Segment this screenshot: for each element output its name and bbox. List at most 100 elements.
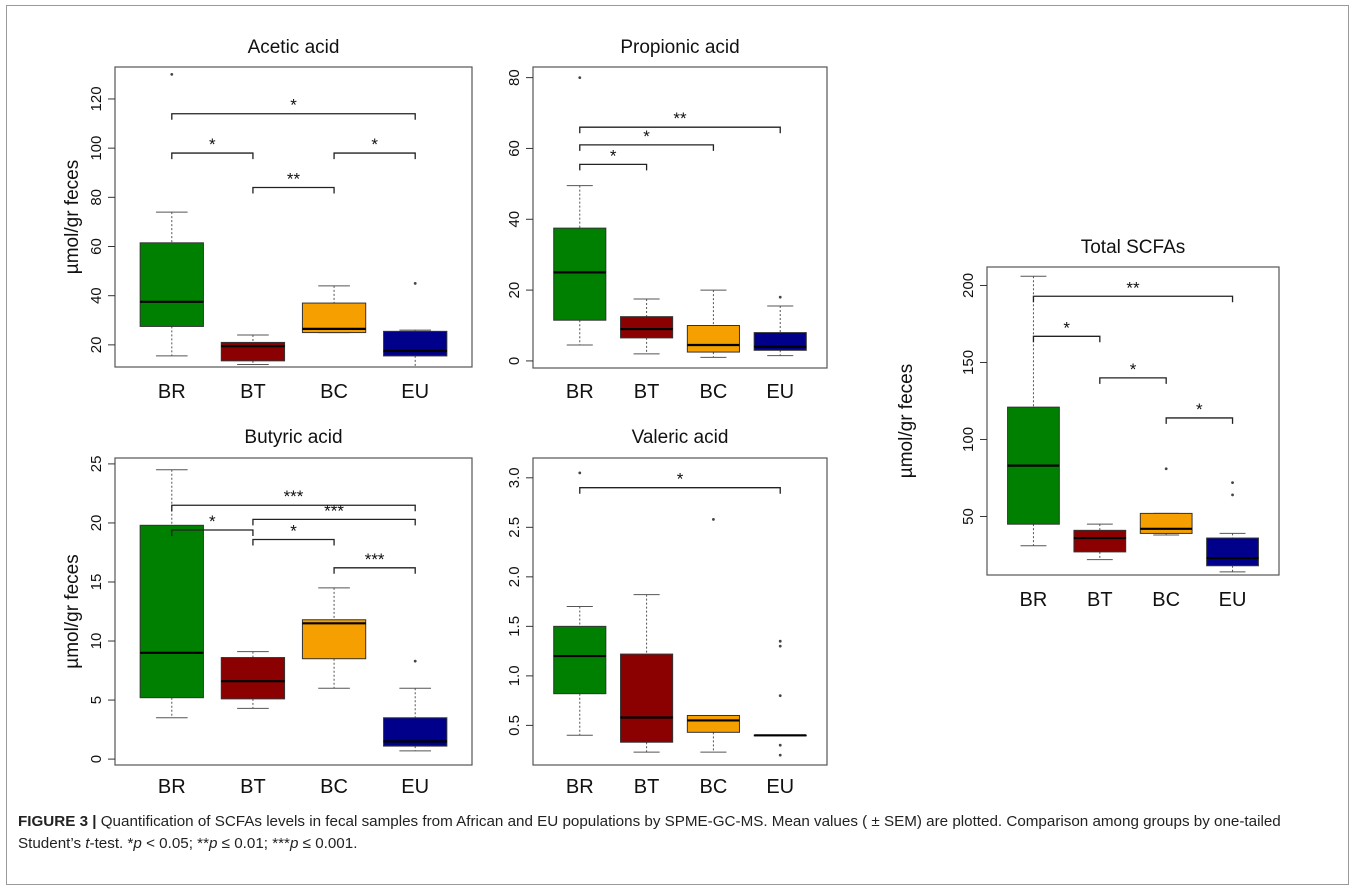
- bracket-line: [333, 567, 416, 574]
- significance-bracket: *: [333, 135, 416, 160]
- bracket-line: [171, 113, 416, 120]
- x-category-label: EU: [401, 776, 429, 798]
- significance-bracket: ***: [252, 501, 416, 526]
- plot-frame: [114, 66, 473, 368]
- bracket-line: [1032, 295, 1234, 303]
- y-axis-label: µmol/gr feces: [62, 160, 83, 274]
- plot-frame: [986, 266, 1280, 576]
- significance-label: *: [1063, 318, 1070, 337]
- x-category-label: BT: [240, 381, 266, 403]
- significance-label: *: [1130, 360, 1137, 379]
- x-category-label: BR: [566, 776, 594, 798]
- y-tick-label: 15: [88, 574, 105, 591]
- iqr-box: [139, 524, 204, 699]
- x-category-label: EU: [401, 381, 429, 403]
- y-tick-label: 0.5: [506, 715, 523, 736]
- box-bt: [220, 651, 286, 709]
- y-tick-label: 60: [506, 140, 523, 157]
- outlier-point: [778, 743, 782, 747]
- x-category-label: BC: [320, 381, 348, 403]
- x-category-label: BC: [320, 776, 348, 798]
- y-tick-label: 1.5: [506, 616, 523, 637]
- significance-label: **: [673, 109, 687, 128]
- bracket-line: [579, 163, 648, 171]
- iqr-box: [620, 316, 674, 339]
- y-axis-label: µmol/gr feces: [896, 364, 917, 478]
- y-tick-label: 60: [88, 238, 105, 255]
- iqr-box: [686, 714, 740, 733]
- box-eu: [753, 639, 807, 757]
- outlier-point: [413, 659, 417, 663]
- y-tick-label: 3.0: [506, 467, 523, 488]
- box-br: [139, 469, 204, 719]
- box-bt: [620, 298, 674, 355]
- bracket-line: [171, 504, 416, 512]
- significance-label: *: [643, 127, 650, 146]
- caption-segment: p: [209, 835, 218, 852]
- iqr-box: [383, 330, 448, 357]
- x-category-label: EU: [766, 776, 794, 798]
- box-br: [553, 76, 607, 346]
- y-tick-label: 80: [88, 189, 105, 206]
- outlier-point: [778, 639, 782, 643]
- box-br: [553, 471, 607, 736]
- bracket-line: [252, 538, 335, 546]
- x-category-label: EU: [1219, 589, 1247, 611]
- box-bc: [686, 518, 740, 753]
- significance-bracket: *: [1032, 318, 1101, 343]
- y-tick-label: 20: [506, 282, 523, 299]
- plot-frame: [114, 457, 473, 766]
- bracket-line: [579, 487, 781, 494]
- x-category-label: BT: [240, 776, 266, 798]
- box-bt: [220, 334, 286, 366]
- outlier-point: [778, 644, 782, 648]
- y-tick-label: 100: [960, 427, 977, 452]
- outlier-point: [712, 518, 715, 521]
- valeric-panel: Valeric acid 0.5 1.0 1.5 2.0 2.5 3.0 BR BT BC EU *: [506, 427, 828, 798]
- y-tick-label: 0: [506, 357, 523, 365]
- outlier-point: [1164, 467, 1168, 471]
- significance-bracket: ***: [333, 550, 416, 574]
- y-tick-label: 0: [88, 755, 105, 763]
- significance-bracket: *: [171, 96, 416, 120]
- chart-title: Acetic acid: [248, 37, 340, 58]
- outlier-point: [170, 72, 174, 76]
- x-category-label: EU: [766, 381, 794, 403]
- significance-label: *: [1196, 400, 1203, 419]
- butyric-panel: Butyric acid 0 5 10 15 20 25 µmol/gr feces BR BT B…: [62, 427, 473, 798]
- y-tick-label: 100: [88, 136, 105, 161]
- y-axis-label: µmol/gr feces: [62, 554, 83, 668]
- iqr-box: [1206, 537, 1259, 567]
- significance-bracket: *: [171, 512, 254, 537]
- x-category-label: BC: [1152, 589, 1180, 611]
- significance-bracket: *: [579, 146, 648, 171]
- significance-label: *: [371, 135, 378, 154]
- significance-bracket: **: [252, 169, 335, 194]
- x-category-label: BC: [700, 776, 728, 798]
- y-tick-label: 10: [88, 633, 105, 650]
- y-tick-label: 5: [88, 696, 105, 704]
- iqr-box: [553, 227, 607, 321]
- iqr-box: [686, 325, 740, 353]
- y-tick-label: 40: [506, 211, 523, 228]
- significance-label: *: [209, 135, 216, 154]
- chart-title: Total SCFAs: [1081, 237, 1186, 258]
- x-category-label: BT: [1087, 589, 1113, 611]
- caption-segment: p: [289, 835, 299, 852]
- box-bt: [1073, 523, 1127, 561]
- iqr-box: [220, 657, 286, 700]
- caption-label: FIGURE 3 |: [18, 813, 97, 830]
- y-tick-label: 40: [88, 287, 105, 304]
- y-tick-label: 20: [88, 337, 105, 354]
- x-category-label: BR: [158, 776, 186, 798]
- bracket-line: [1032, 335, 1101, 343]
- box-eu: [383, 659, 448, 752]
- outlier-point: [578, 76, 582, 80]
- box-eu: [753, 295, 807, 357]
- bracket-line: [171, 529, 254, 537]
- iqr-box: [301, 302, 367, 334]
- y-tick-label: 1.0: [506, 665, 523, 686]
- iqr-box: [1073, 529, 1127, 553]
- x-category-label: BR: [158, 381, 186, 403]
- caption-segment: -test. *: [89, 835, 134, 852]
